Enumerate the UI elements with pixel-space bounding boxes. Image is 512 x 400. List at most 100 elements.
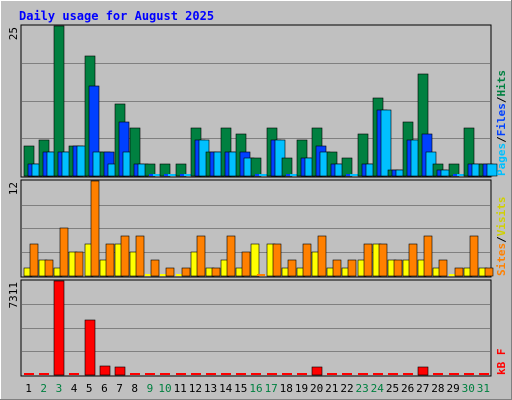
bar-kb-f-day-15 [236, 373, 246, 375]
y-axis-max-label: 7311 [7, 282, 20, 309]
bar-pages-day-16 [259, 174, 269, 176]
x-axis-label-day-5: 5 [86, 382, 93, 395]
bar-sites-day-2 [44, 259, 54, 277]
bar-pages-day-9 [153, 174, 163, 176]
legend-sites: Sites [495, 243, 508, 276]
x-axis-label-day-1: 1 [25, 382, 32, 395]
x-axis-label-day-9: 9 [147, 382, 154, 395]
bar-sites-day-7 [120, 235, 130, 277]
bar-kb-f-day-7 [114, 366, 126, 376]
panel-sites-visits: 12 Sites/Visits [7, 179, 508, 278]
bar-sites-day-14 [226, 235, 236, 277]
bar-sites-day-23 [363, 243, 373, 277]
bar-visits-day-10 [160, 274, 168, 276]
bar-kb-f-day-24 [373, 373, 383, 375]
bar-sites-day-26 [408, 243, 418, 277]
bar-kb-f-day-27 [417, 366, 429, 376]
bar-sites-day-5 [90, 180, 100, 277]
bar-kb-f-day-23 [358, 373, 368, 375]
bar-kb-f-day-18 [282, 373, 292, 375]
bar-kb-f-day-3 [53, 280, 65, 376]
bar-sites-day-12 [196, 235, 206, 277]
x-axis-label-day-19: 19 [295, 382, 308, 395]
bar-visits-day-9 [145, 274, 153, 276]
bar-kb-f-day-16 [251, 373, 261, 375]
bar-pages-day-18 [290, 174, 300, 176]
bar-kb-f-day-17 [267, 373, 277, 375]
legend-separator: / [495, 136, 508, 143]
x-axis-label-day-10: 10 [158, 382, 171, 395]
x-axis-label-day-24: 24 [371, 382, 385, 395]
bar-sites-day-21 [332, 259, 342, 277]
bar-kb-f-day-2 [39, 373, 49, 375]
bar-sites-day-15 [241, 251, 251, 277]
panel-legend: kB F [495, 349, 508, 376]
bar-kb-f-day-22 [342, 373, 352, 375]
bar-kb-f-day-19 [297, 373, 307, 375]
panel-legend: Sites/Visits [495, 197, 508, 277]
bar-sites-day-1 [29, 243, 39, 277]
bar-kb-f-day-12 [191, 373, 201, 375]
bar-kb-f-day-21 [327, 373, 337, 375]
legend-files: Files [495, 103, 508, 136]
bar-sites-day-22 [347, 259, 357, 277]
bar-kb-f-day-10 [160, 373, 170, 375]
bar-sites-day-9 [150, 259, 160, 277]
bar-sites-day-8 [135, 235, 145, 277]
bar-pages-day-11 [184, 174, 194, 176]
legend-separator: / [495, 96, 508, 103]
bar-sites-day-13 [211, 267, 221, 277]
bar-kb-f-day-11 [176, 373, 186, 375]
x-axis-label-day-30: 30 [462, 382, 475, 395]
x-axis-label-day-20: 20 [310, 382, 323, 395]
x-axis-label-day-25: 25 [386, 382, 399, 395]
bar-pages-day-29 [457, 174, 467, 176]
x-axis-label-day-14: 14 [219, 382, 233, 395]
x-axis-label-day-26: 26 [401, 382, 414, 395]
bar-kb-f-day-29 [449, 373, 459, 375]
bar-kb-f-day-5 [84, 319, 96, 376]
bar-sites-day-28 [438, 259, 448, 277]
bar-pages-day-22 [350, 174, 360, 176]
bar-kb-f-day-31 [479, 373, 489, 375]
legend-pages: Pages [495, 143, 508, 176]
x-axis-label-day-8: 8 [131, 382, 138, 395]
bar-sites-day-25 [393, 259, 403, 277]
x-axis-label-day-3: 3 [56, 382, 63, 395]
x-axis-label-day-16: 16 [249, 382, 262, 395]
bar-hits-day-16 [250, 157, 262, 177]
bar-sites-day-11 [181, 267, 191, 277]
bar-hits-day-22 [341, 157, 353, 177]
x-axis-label-day-29: 29 [446, 382, 459, 395]
x-axis-label-day-22: 22 [340, 382, 353, 395]
bar-kb-f-day-26 [403, 373, 413, 375]
bar-visits-day-11 [176, 274, 184, 276]
x-axis-label-day-21: 21 [325, 382, 338, 395]
x-axis-label-day-18: 18 [280, 382, 293, 395]
bar-kb-f-day-25 [388, 373, 398, 375]
x-axis-label-day-12: 12 [189, 382, 202, 395]
bar-sites-day-31 [484, 267, 494, 277]
bar-sites-day-17 [272, 243, 282, 277]
bar-sites-day-10 [165, 267, 175, 277]
bar-pages-day-31 [486, 163, 498, 177]
x-axis-label-day-31: 31 [477, 382, 490, 395]
x-axis-label-day-15: 15 [234, 382, 247, 395]
x-axis-label-day-13: 13 [204, 382, 217, 395]
bar-sites-day-20 [317, 235, 327, 277]
y-axis-max-label: 12 [7, 182, 20, 195]
bar-kb-f-day-8 [130, 373, 140, 375]
bar-sites-day-6 [105, 243, 115, 277]
bar-pages-day-10 [168, 174, 178, 176]
bar-hits-day-18 [281, 157, 293, 177]
bar-kb-f-day-9 [145, 373, 155, 375]
x-axis-label-day-4: 4 [71, 382, 78, 395]
bar-sites-day-19 [302, 243, 312, 277]
chart-title: Daily usage for August 2025 [19, 9, 214, 23]
bar-kb-f-day-1 [24, 373, 34, 375]
panel-legend: Pages/Files/Hits [495, 70, 508, 176]
panel-kb: 7311 kB F [7, 279, 508, 377]
bar-sites-day-3 [59, 227, 69, 277]
